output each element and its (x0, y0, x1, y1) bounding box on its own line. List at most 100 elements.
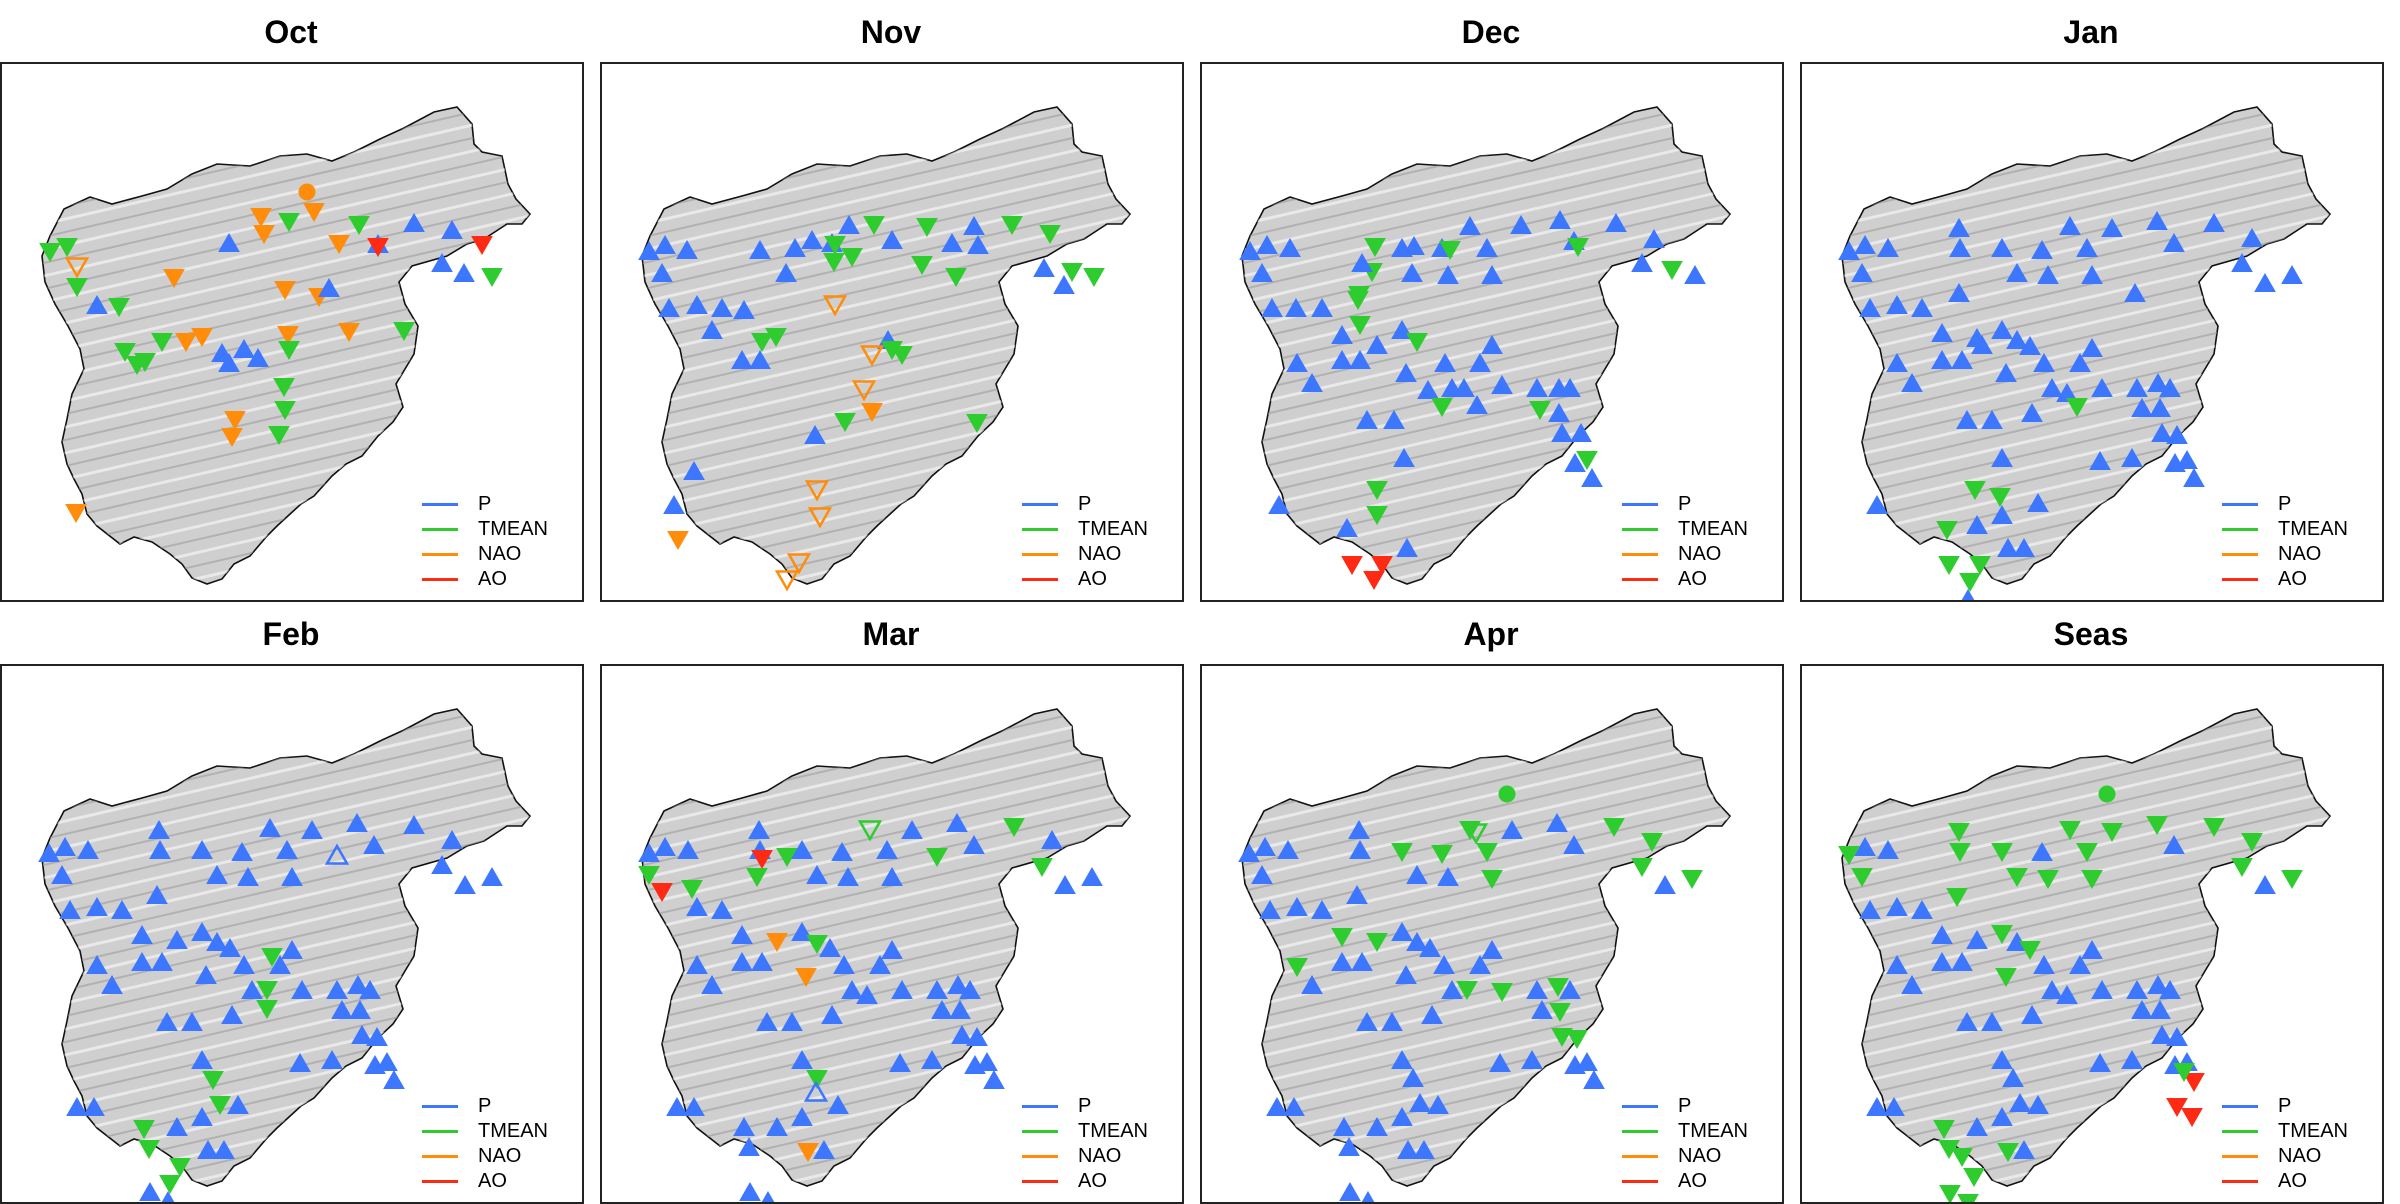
station-marker-p (139, 1181, 161, 1201)
map-frame: P TMEAN NAO AO (1800, 62, 2384, 602)
station-marker-p (683, 460, 705, 480)
station-markers (39, 183, 503, 524)
station-marker-p (1886, 954, 1908, 974)
station-marker-p (1349, 839, 1371, 859)
station-marker-p (1510, 214, 1532, 234)
station-marker-p (2281, 264, 2303, 284)
legend-line-nao (1022, 553, 1058, 556)
station-marker-p (1851, 262, 1873, 282)
station-marker-tmean (2173, 1063, 2195, 1083)
legend-line-tmean (2222, 528, 2258, 531)
station-marker-p (869, 954, 891, 974)
station-marker-p (2101, 217, 2123, 237)
station-marker-tmean (133, 1120, 155, 1140)
legend-item-ao: AO (422, 567, 572, 592)
station-marker-p (1397, 1139, 1419, 1159)
station-marker-tmean (273, 378, 295, 398)
legend-item-p: P (1022, 492, 1172, 517)
station-marker-p (86, 294, 108, 314)
station-marker-p (739, 1181, 761, 1201)
station-marker-p (1351, 951, 1373, 971)
station-marker-tmean (1431, 398, 1453, 418)
station-marker-tmean (2098, 785, 2116, 803)
station-marker-p (766, 1116, 788, 1136)
legend-label: TMEAN (1078, 518, 1148, 540)
station-markers (638, 812, 1103, 1202)
station-markers (38, 812, 503, 1202)
map-frame: P TMEAN NAO AO (0, 664, 584, 1204)
legend-item-p: P (2222, 1094, 2372, 1119)
station-marker-p (1948, 217, 1970, 237)
station-marker-p (1605, 212, 1627, 232)
station-marker-p (1434, 352, 1456, 372)
station-marker-tmean (108, 298, 130, 318)
legend-line-p (1022, 1105, 1058, 1108)
station-marker-p (731, 951, 753, 971)
station-marker-p (731, 349, 753, 369)
station-marker-tmean (2203, 818, 2225, 838)
station-marker-p (1366, 1116, 1388, 1136)
station-marker-p (1476, 237, 1498, 257)
station-marker-p (2126, 377, 2148, 397)
station-marker-p (876, 839, 898, 859)
station-marker-p (1339, 1181, 1361, 1201)
station-marker-p (1402, 1067, 1424, 1087)
legend: P TMEAN NAO AO (1622, 492, 1772, 592)
station-marker-p (1491, 374, 1513, 394)
station-marker-p (1526, 377, 1548, 397)
station-marker-p (1931, 349, 1953, 369)
station-marker-ao (2183, 1073, 2205, 1093)
legend-item-nao: NAO (2222, 542, 2372, 567)
station-marker-p (1427, 1094, 1449, 1114)
legend-label: NAO (1678, 543, 1722, 565)
station-marker-p (1333, 1116, 1355, 1136)
station-marker-tmean (1031, 858, 1053, 878)
station-marker-p (149, 839, 171, 859)
station-marker-p (856, 984, 878, 1004)
station-marker-p (1286, 896, 1308, 916)
station-marker-p (403, 814, 425, 834)
station-marker-nao (859, 345, 885, 367)
station-marker-p (2089, 450, 2111, 470)
station-marker-p (2131, 397, 2153, 417)
station-marker-p (1331, 324, 1353, 344)
station-marker-p (218, 352, 240, 372)
legend: P TMEAN NAO AO (1022, 1094, 1172, 1194)
station-marker-p (2091, 377, 2113, 397)
station-marker-p (949, 999, 971, 1019)
station-marker-p (1331, 951, 1353, 971)
station-marker-p (881, 866, 903, 886)
station-marker-tmean (1959, 573, 1981, 593)
station-marker-nao (274, 281, 296, 301)
legend-line-p (1622, 503, 1658, 506)
station-marker-p (166, 929, 188, 949)
station-marker-p (654, 836, 676, 856)
station-marker-tmean (1431, 845, 1453, 865)
legend-line-tmean (422, 1130, 458, 1133)
legend-label: P (1078, 1095, 1092, 1117)
station-marker-p (1286, 352, 1308, 372)
station-marker-p (901, 819, 923, 839)
station-marker-p (77, 839, 99, 859)
legend-label: TMEAN (1678, 518, 1748, 540)
station-marker-p (191, 1049, 213, 1069)
station-marker-tmean (1948, 823, 1970, 843)
station-marker-p (1877, 839, 1899, 859)
station-marker-p (941, 232, 963, 252)
station-marker-p (237, 866, 259, 886)
station-marker-p (2056, 382, 2078, 402)
station-marker-p (663, 494, 685, 514)
legend: P TMEAN NAO AO (1622, 1094, 1772, 1194)
station-marker-p (1583, 1069, 1605, 1089)
station-marker-p (1401, 262, 1423, 282)
station-marker-p (218, 232, 240, 252)
legend-line-p (1022, 503, 1058, 506)
station-marker-p (233, 954, 255, 974)
station-marker-p (2149, 397, 2171, 417)
station-marker-p (967, 234, 989, 254)
station-marker-p (683, 1096, 705, 1116)
legend-item-p: P (422, 492, 572, 517)
station-marker-p (2151, 1024, 2173, 1044)
station-marker-p (804, 424, 826, 444)
station-marker-tmean (159, 1175, 181, 1195)
